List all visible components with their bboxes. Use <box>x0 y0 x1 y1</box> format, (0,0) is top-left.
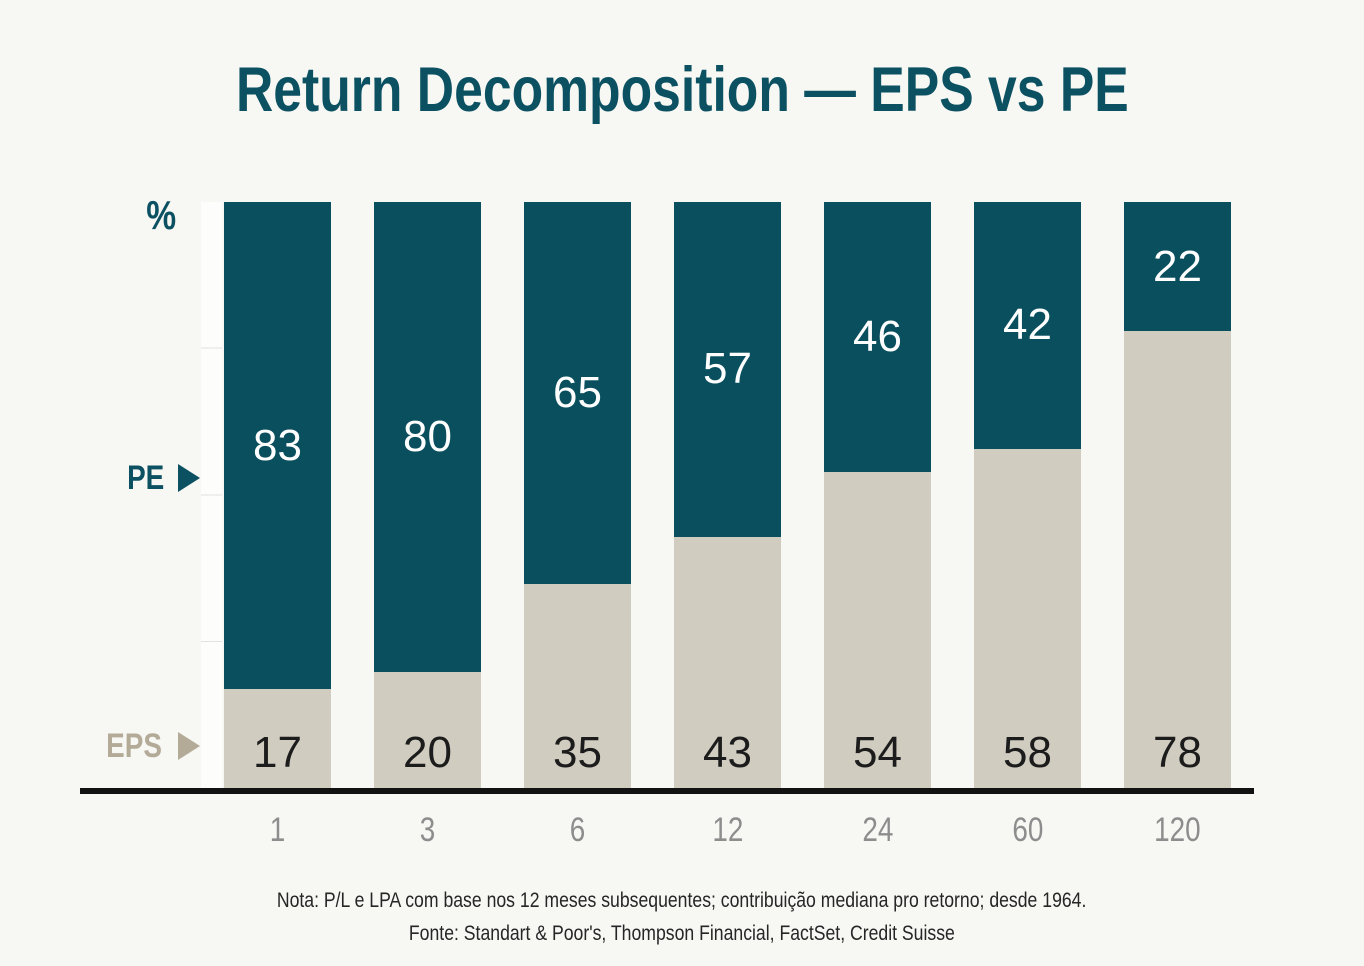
bar-12: 57 43 <box>674 202 781 789</box>
pe-value-label: 65 <box>553 367 602 417</box>
x-tick-label-text: 12 <box>711 811 744 849</box>
x-tick-label-120: 120 <box>1124 808 1231 852</box>
bar-3: 80 20 <box>374 202 481 789</box>
eps-value-label: 58 <box>1003 727 1052 777</box>
pe-value-label: 57 <box>703 344 752 394</box>
eps-series-label: EPS <box>58 722 200 770</box>
x-tick-label-60: 60 <box>974 808 1081 852</box>
footer-source-text: Fonte: Standart & Poor's, Thompson Finan… <box>409 921 955 945</box>
bar-24: 46 54 <box>824 202 931 789</box>
x-tick-label-6: 6 <box>524 808 631 852</box>
eps-series-label-text: EPS <box>106 726 162 765</box>
footer-note-text: Nota: P/L e LPA com base nos 12 meses su… <box>277 888 1087 912</box>
bar-segment-pe: 42 <box>974 202 1081 449</box>
bar-60: 42 58 <box>974 202 1081 789</box>
x-tick-label-24: 24 <box>824 808 931 852</box>
bar-segment-pe: 83 <box>224 202 331 690</box>
eps-value-label: 20 <box>403 727 452 777</box>
footer-note: Nota: P/L e LPA com base nos 12 meses su… <box>0 884 1364 917</box>
x-tick-label-1: 1 <box>224 808 331 852</box>
pe-value-label: 80 <box>403 411 452 461</box>
pe-value-label: 22 <box>1153 241 1202 291</box>
x-tick-label-3: 3 <box>374 808 481 852</box>
bar-segment-eps: 78 <box>1124 331 1231 789</box>
bar-segment-eps: 35 <box>524 583 631 789</box>
footer: Nota: P/L e LPA com base nos 12 meses su… <box>0 884 1364 950</box>
bar-120: 22 78 <box>1124 202 1231 789</box>
x-tick-label-text: 24 <box>861 811 894 849</box>
bar-segment-pe: 65 <box>524 202 631 584</box>
pe-value-label: 46 <box>853 312 902 361</box>
bar-1: 83 17 <box>224 202 331 789</box>
bar-segment-eps: 58 <box>974 448 1081 789</box>
pe-arrow-icon <box>178 464 200 492</box>
pe-series-label: PE <box>58 454 200 502</box>
bar-6: 65 35 <box>524 202 631 789</box>
bar-segment-pe: 80 <box>374 202 481 672</box>
x-axis-labels: 1 3 6 12 24 60 120 <box>224 808 1231 852</box>
plot-area: 83 17 80 20 65 35 57 43 46 54 42 58 22 78 <box>224 202 1231 789</box>
y-axis-unit-text: % <box>146 192 176 238</box>
pe-value-label: 42 <box>1003 300 1052 350</box>
x-tick-label-text: 120 <box>1154 811 1201 849</box>
x-tick-label-text: 60 <box>1011 811 1044 849</box>
eps-value-label: 43 <box>703 727 752 777</box>
eps-value-label: 17 <box>253 727 302 777</box>
page-title-text: Return Decomposition — EPS vs PE <box>235 55 1129 125</box>
footer-source: Fonte: Standart & Poor's, Thompson Finan… <box>0 917 1364 950</box>
bar-segment-pe: 46 <box>824 202 931 473</box>
bar-segment-eps: 17 <box>224 689 331 789</box>
y-axis-strip <box>201 202 222 789</box>
bar-segment-eps: 43 <box>674 536 781 789</box>
eps-arrow-icon <box>178 732 200 760</box>
bar-segment-pe: 22 <box>1124 202 1231 332</box>
eps-value-label: 35 <box>553 727 602 777</box>
bar-segment-pe: 57 <box>674 202 781 537</box>
pe-series-label-text: PE <box>126 458 164 497</box>
x-axis-baseline <box>80 788 1254 794</box>
bar-segment-eps: 20 <box>374 671 481 789</box>
x-tick-label-text: 6 <box>569 811 586 849</box>
eps-value-label: 78 <box>1153 727 1202 777</box>
y-axis-unit-label: % <box>126 192 196 239</box>
x-tick-label-text: 1 <box>269 811 286 849</box>
x-tick-label-text: 3 <box>419 811 436 849</box>
eps-value-label: 54 <box>853 727 902 777</box>
page-title: Return Decomposition — EPS vs PE <box>0 48 1364 132</box>
x-tick-label-12: 12 <box>674 808 781 852</box>
pe-value-label: 83 <box>253 420 302 470</box>
bar-segment-eps: 54 <box>824 472 931 789</box>
